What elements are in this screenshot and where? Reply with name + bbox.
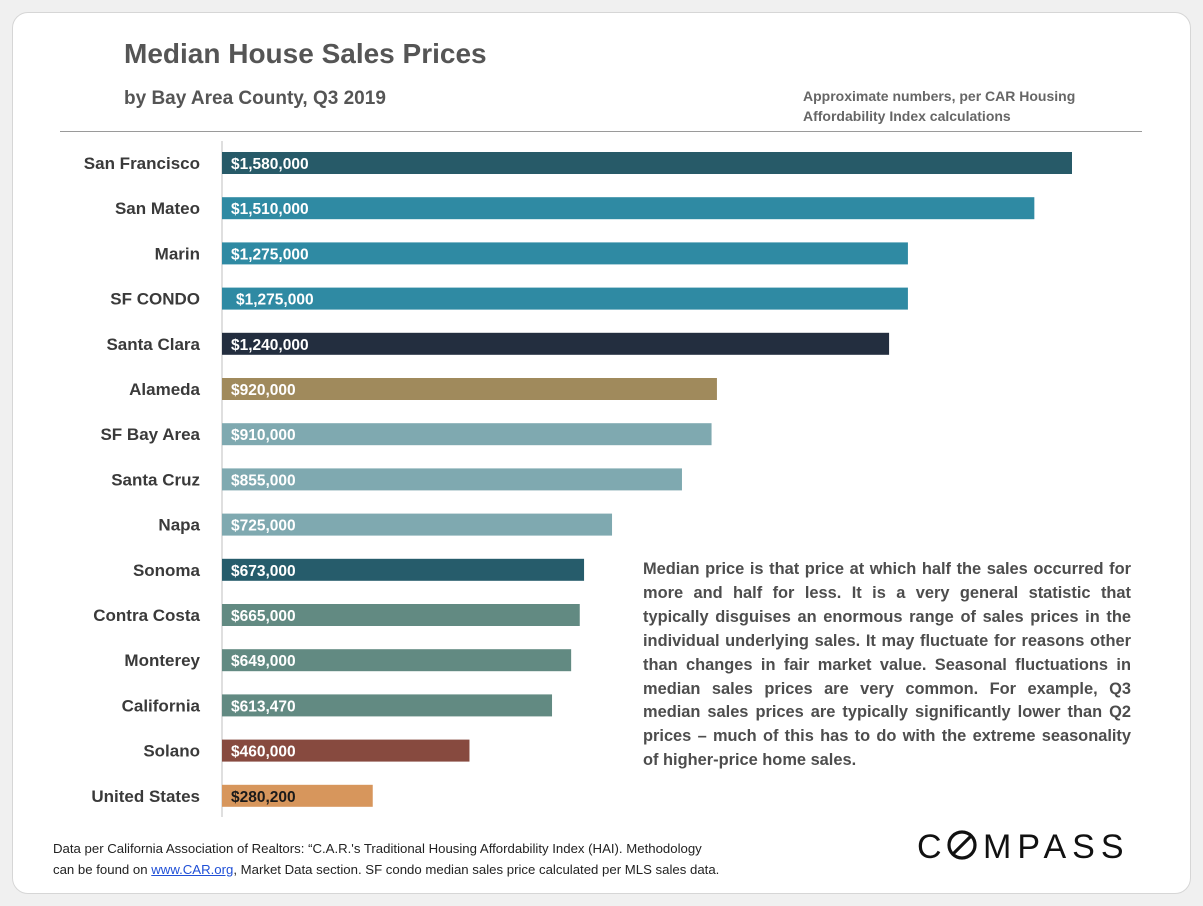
source-footnote: Data per California Association of Realt… [53,838,853,880]
footnote-line2-prefix: can be found on [53,862,152,877]
bar [222,197,1035,220]
category-label: San Mateo [115,199,200,218]
car-website-link[interactable]: www.CAR.org [151,862,234,877]
bar [222,287,908,310]
bar-value-label: $855,000 [231,472,296,489]
compass-logo-o-ring [947,830,977,860]
bar-value-label: $1,275,000 [231,246,309,263]
bar [222,332,890,355]
category-label: Alameda [129,380,200,399]
bar-value-label: $665,000 [231,608,296,625]
bar [222,649,572,672]
bar-value-label: $1,275,000 [236,292,314,309]
bar-value-label: $460,000 [231,744,296,761]
bar [222,378,717,400]
bar [222,558,585,581]
compass-logo: C MPASS [917,828,1130,866]
compass-logo-wordmark: C [917,828,948,866]
bar-value-label: $649,000 [231,653,296,670]
bar-value-label: $280,200 [231,789,296,806]
category-label: San Francisco [84,154,200,173]
bar [222,468,682,491]
bar-value-label: $1,510,000 [231,201,309,218]
methodology-note-line1: Approximate numbers, per CAR Housing [803,88,1076,104]
methodology-note: Approximate numbers, per CAR Housing Aff… [803,86,1123,126]
bar [222,604,580,626]
bar [222,423,712,446]
bar [222,739,470,762]
chart-subtitle: by Bay Area County, Q3 2019 [124,88,386,109]
category-label: Napa [158,516,200,535]
bar [222,152,1072,174]
compass-logo-letters: MPASS [983,828,1130,866]
footnote-line2-suffix: , Market Data section. SF condo median s… [233,862,720,877]
bar [222,784,373,807]
category-label: Marin [155,244,200,263]
bar-value-label: $910,000 [231,427,296,444]
bar-value-label: $613,470 [231,698,296,715]
category-label: Solano [143,742,200,761]
bar-value-label: $725,000 [231,518,296,535]
category-label: Monterey [124,651,200,670]
bar-value-label: $1,580,000 [231,156,309,173]
chart-title: Median House Sales Prices [124,38,487,69]
category-label: California [122,696,201,715]
category-label: Santa Cruz [111,470,200,489]
category-label: Sonoma [133,561,201,580]
bar [222,513,613,536]
footnote-line1: Data per California Association of Realt… [53,841,702,856]
bar-value-label: $673,000 [231,563,296,580]
header-divider [60,131,1142,132]
category-label: Santa Clara [106,335,200,354]
category-label: SF Bay Area [100,425,200,444]
category-label: United States [91,787,200,806]
methodology-note-line2: Affordability Index calculations [803,108,1011,124]
category-label: Contra Costa [93,606,200,625]
bar [222,694,553,717]
median-explanation-text: Median price is that price at which half… [643,560,1131,770]
category-label: SF CONDO [110,290,200,309]
bar-value-label: $920,000 [231,382,296,399]
footnote-line2: can be found on www.CAR.org, Market Data… [53,859,853,880]
bar-value-label: $1,240,000 [231,337,309,354]
compass-logo-o-slash [951,834,973,856]
bar [222,242,908,265]
